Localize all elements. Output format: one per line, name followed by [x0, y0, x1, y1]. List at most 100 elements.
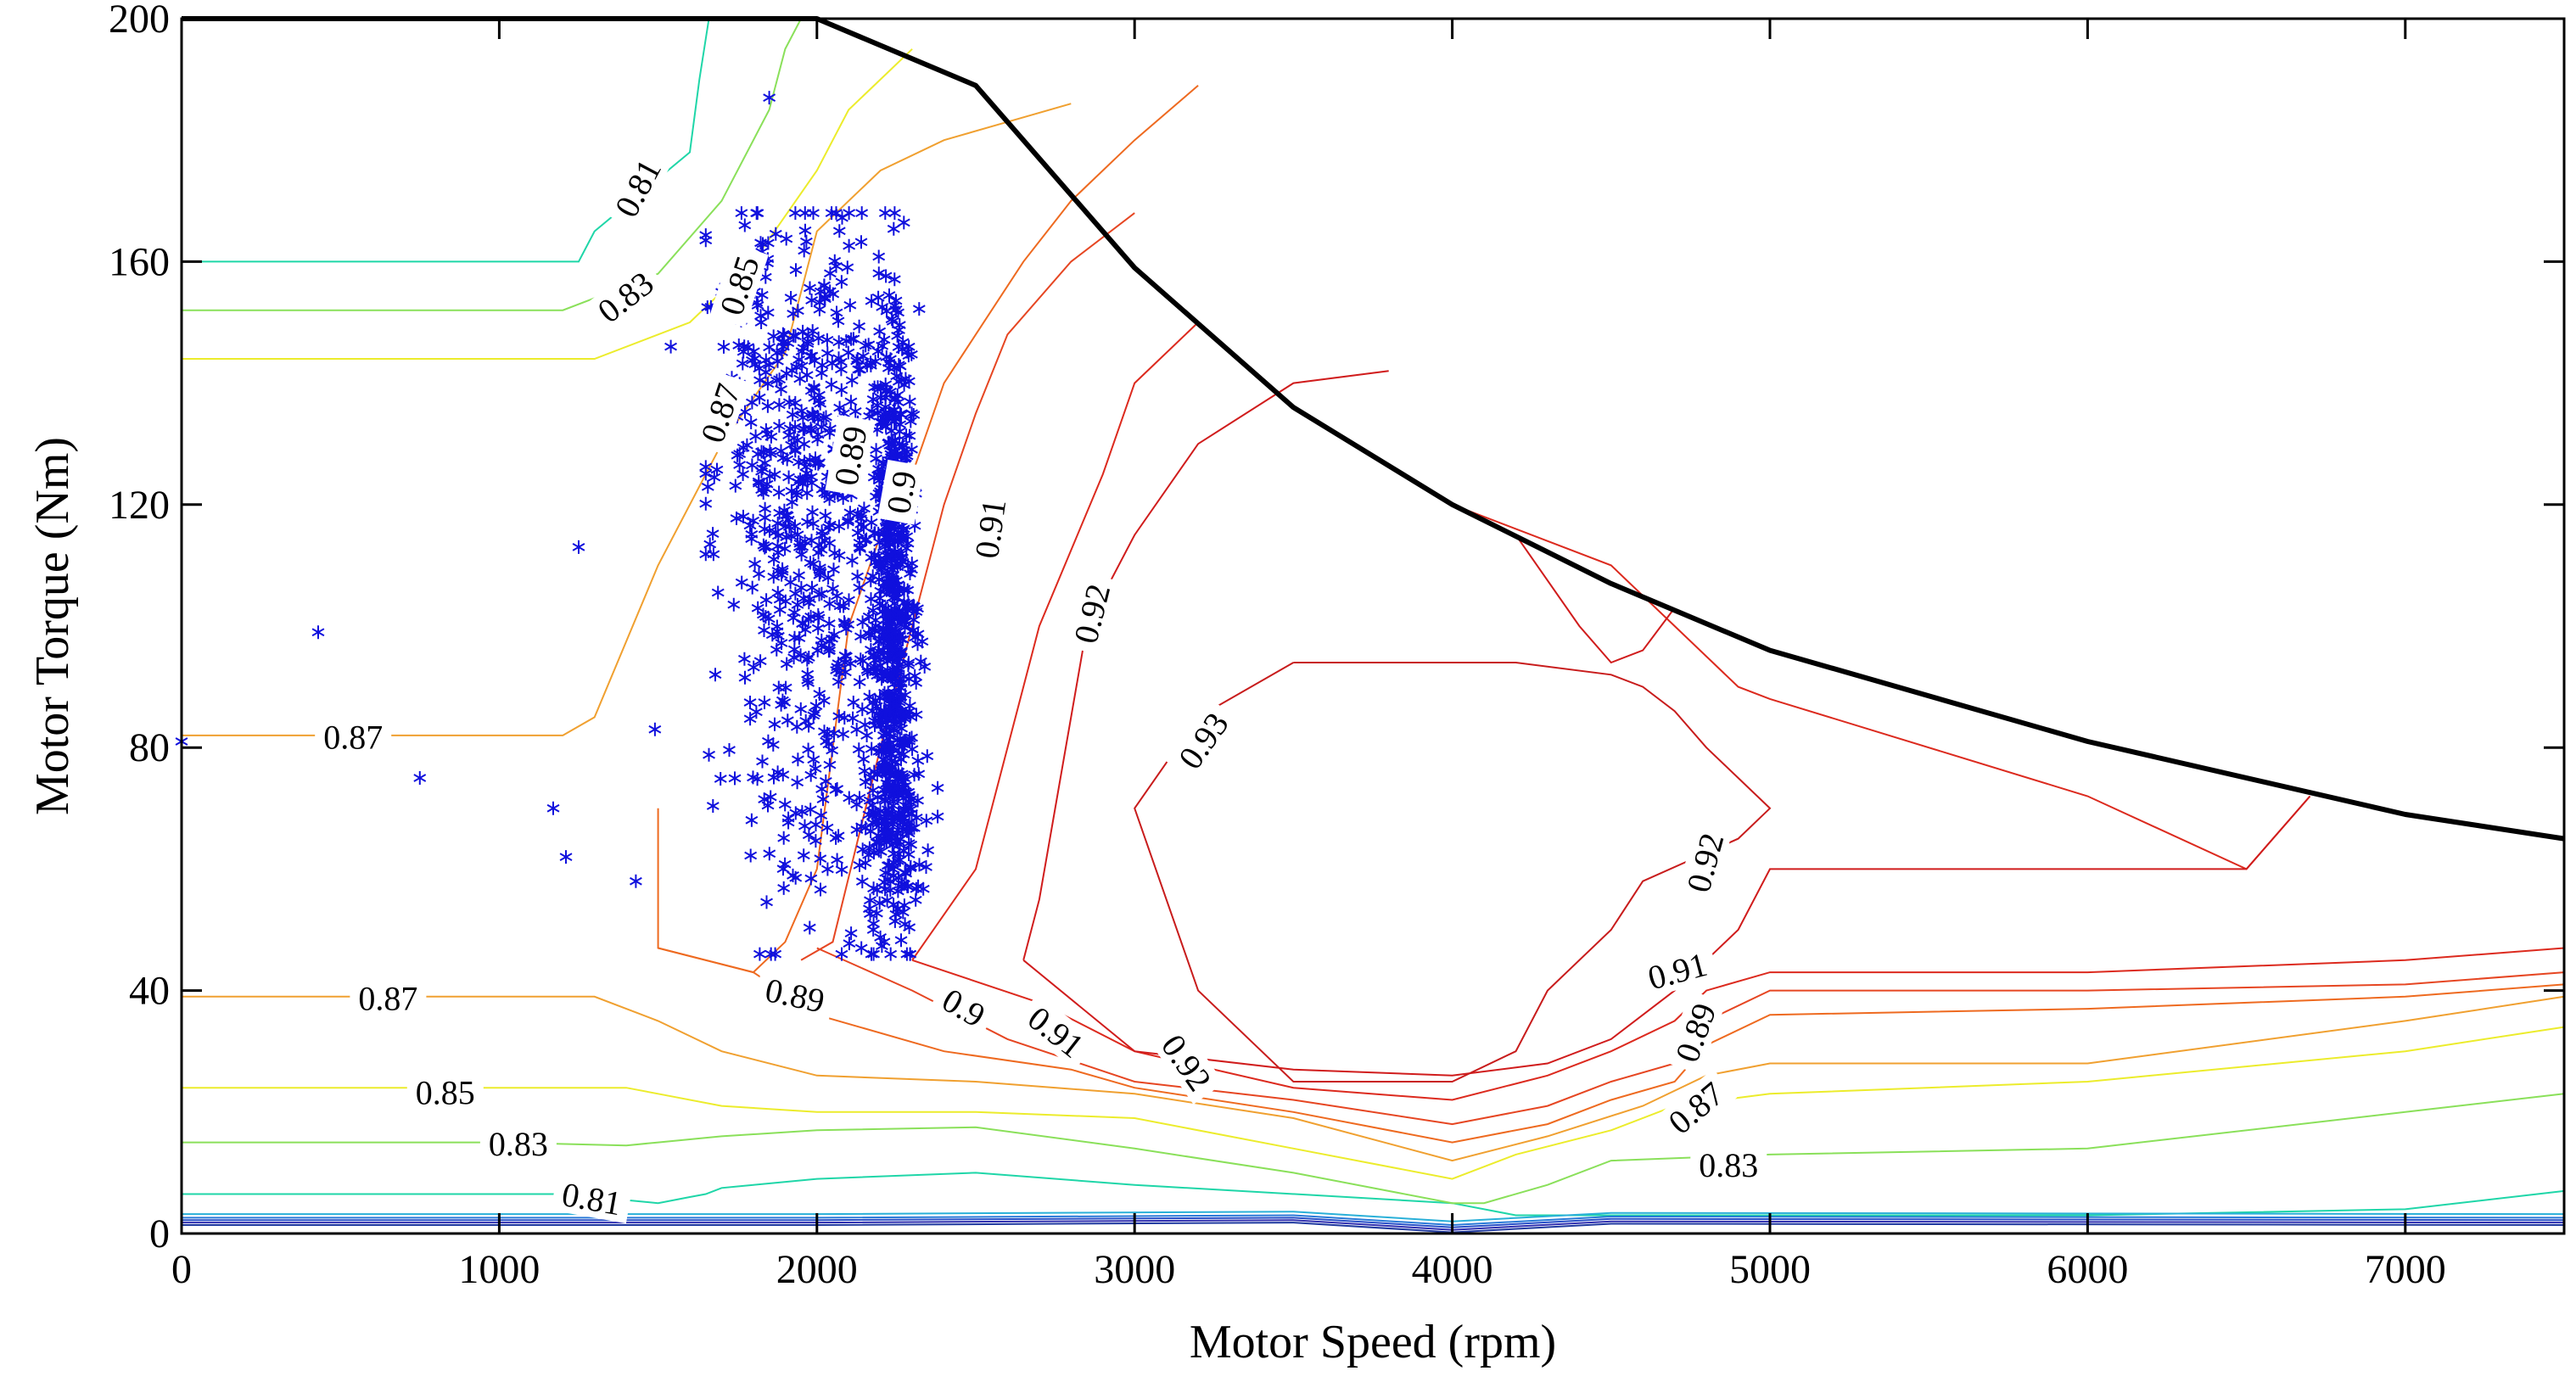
operating-point-293: [829, 783, 843, 797]
x-axis-label: Motor Speed (rpm): [1190, 1316, 1556, 1368]
operating-point-outlier-14: [708, 668, 722, 682]
operating-point-1374: [871, 713, 885, 727]
operating-point-79: [802, 742, 815, 757]
operating-point-383: [820, 862, 834, 876]
operating-point-162: [782, 395, 796, 410]
operating-point-1269: [818, 278, 831, 293]
contour-label-bg: [1635, 943, 1720, 999]
operating-point-44: [820, 820, 834, 835]
operating-point-1272: [779, 519, 792, 534]
operating-point-66: [798, 243, 811, 258]
operating-point-238: [826, 582, 839, 596]
operating-point-1348: [913, 858, 926, 872]
operating-point-492: [856, 349, 870, 363]
operating-point-1253: [699, 460, 713, 474]
operating-point-325: [780, 657, 793, 671]
operating-point-1032: [886, 314, 899, 328]
y-axis-label: Motor Torque (Nm): [26, 437, 79, 815]
operating-point-1297: [931, 780, 944, 795]
x-tick-label-6000: 6000: [2047, 1247, 2128, 1292]
contour-label-11: 0.85: [406, 1073, 484, 1111]
operating-point-1171: [761, 399, 775, 413]
operating-point-1356: [870, 906, 883, 920]
operating-point-1076: [904, 947, 917, 961]
operating-point-201: [750, 206, 764, 221]
operating-point-117: [843, 506, 857, 520]
operating-point-433: [762, 612, 776, 626]
operating-point-1128: [888, 622, 902, 636]
operating-point-932: [904, 567, 916, 580]
contour-label-text: 0.87: [323, 719, 383, 757]
contour-label-text: 0.85: [416, 1073, 475, 1111]
contour-label-bg: [753, 968, 837, 1021]
operating-point-461: [753, 654, 767, 669]
operating-point-1147: [876, 628, 890, 642]
contour-label-12: 0.83: [479, 1125, 557, 1163]
operating-point-396: [779, 680, 792, 695]
operating-point-1300: [855, 875, 869, 889]
operating-point-45: [803, 920, 816, 935]
y-tick-label-40: 40: [129, 969, 170, 1014]
operating-point-1379: [904, 837, 918, 852]
operating-point-outlier-5: [572, 540, 585, 554]
operating-point-1071: [882, 685, 895, 700]
contour-label-bg: [602, 145, 672, 231]
operating-point-478: [728, 771, 742, 786]
operating-point-1369: [898, 898, 911, 913]
contour-label-bg: [1677, 820, 1733, 904]
max-torque-curve: [182, 16, 2565, 842]
y-tick-label-0: 0: [149, 1211, 170, 1256]
operating-point-1215: [747, 513, 759, 528]
operating-point-1278: [717, 339, 731, 354]
contour-label-18: 0.92: [1677, 820, 1733, 904]
contour-line-091-14: [1452, 503, 2311, 870]
operating-point-264: [792, 353, 805, 366]
operating-point-471: [812, 611, 826, 625]
operating-point-1216: [767, 569, 781, 584]
operating-point-889: [893, 424, 906, 439]
operating-point-459: [850, 723, 864, 736]
contour-line-09-10: [800, 212, 1135, 961]
operating-point-1188: [754, 316, 768, 329]
operating-point-1059: [882, 607, 895, 622]
operating-point-1114: [897, 669, 910, 684]
operating-point-1170: [758, 522, 771, 536]
x-tick-label-2000: 2000: [776, 1247, 858, 1292]
operating-point-486: [820, 333, 834, 347]
operating-point-493: [706, 799, 720, 813]
operating-point-1148: [889, 585, 903, 600]
operating-point-1267: [708, 470, 721, 484]
operating-point-1237: [733, 447, 747, 462]
operating-point-379: [802, 612, 815, 626]
operating-point-1320: [921, 749, 934, 764]
operating-point-1255: [751, 447, 764, 462]
operating-point-97: [723, 743, 736, 757]
operating-point-491: [771, 545, 785, 560]
contour-line-085-5: [182, 48, 913, 360]
operating-point-440: [776, 693, 789, 708]
operating-point-1354: [879, 754, 893, 769]
contour-label-13: 0.81: [551, 1173, 633, 1224]
operating-point-1056: [888, 439, 901, 453]
operating-point-352: [767, 329, 781, 344]
operating-point-704: [899, 865, 911, 880]
operating-point-292: [823, 596, 837, 611]
operating-point-1246: [738, 218, 752, 232]
operating-point-397: [802, 828, 815, 842]
operating-point-1053: [867, 846, 881, 860]
operating-point-138: [855, 702, 869, 717]
operating-point-194: [787, 651, 801, 665]
operating-point-382: [776, 768, 790, 782]
operating-point-outlier-3: [546, 801, 560, 815]
operating-point-1172: [751, 299, 764, 312]
operating-point-375: [789, 263, 803, 277]
operating-point-219: [809, 834, 822, 848]
operating-point-1168: [841, 260, 854, 275]
contour-label-bg: [690, 371, 750, 456]
operating-point-121: [759, 593, 773, 607]
operating-point-275: [796, 411, 809, 425]
operating-point-388: [714, 772, 727, 786]
operating-point-428: [823, 517, 837, 532]
operating-point-212: [808, 706, 821, 720]
